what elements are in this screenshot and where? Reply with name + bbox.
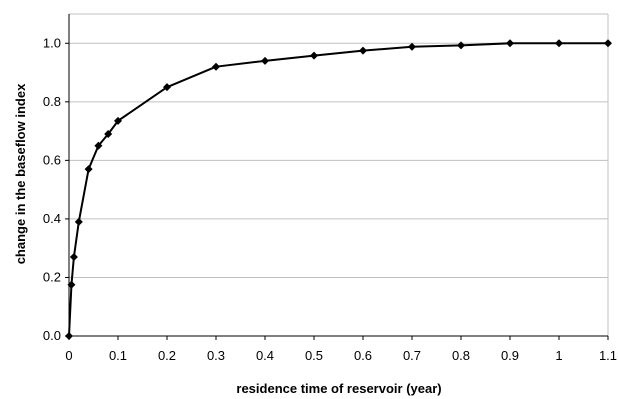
x-tick-label: 0.8 [452, 348, 470, 363]
y-tick-label: 0.2 [43, 269, 61, 284]
y-tick-label: 0.8 [43, 94, 61, 109]
gridlines [69, 13, 609, 336]
y-tick-label: 0.0 [43, 328, 61, 343]
data-point-marker [69, 252, 78, 261]
x-tick-label: 0.5 [305, 348, 323, 363]
data-point-marker [212, 62, 220, 71]
x-axis-title: residence time of reservoir (year) [236, 381, 441, 396]
x-tick-label: 0.1 [109, 348, 127, 363]
data-point-marker [457, 41, 465, 50]
x-tick-label: 0.4 [256, 348, 274, 363]
data-point-marker [114, 116, 122, 125]
data-point-marker [408, 42, 416, 51]
series [65, 39, 612, 340]
data-point-marker [74, 217, 83, 226]
x-tick-label: 1.1 [599, 348, 617, 363]
series-line [68, 42, 608, 337]
data-point-marker [359, 46, 367, 55]
y-tick-label: 1.0 [43, 35, 61, 50]
x-tick-label: 0.2 [158, 348, 176, 363]
data-point-marker [67, 280, 76, 289]
y-tick-label: 0.6 [43, 152, 61, 167]
data-point-marker [555, 39, 563, 48]
x-tick-label: 0 [65, 348, 72, 363]
data-point-marker [261, 56, 269, 65]
data-point-marker [310, 51, 318, 60]
data-point-marker [94, 141, 103, 150]
axes [65, 14, 609, 340]
data-point-marker [65, 332, 73, 340]
data-point-marker [104, 130, 113, 139]
y-tick-label: 0.4 [43, 211, 61, 226]
x-tick-label: 0.6 [354, 348, 372, 363]
x-tick-label: 1 [555, 348, 562, 363]
x-tick-label: 0.3 [207, 348, 225, 363]
x-tick-label: 0.9 [501, 348, 519, 363]
y-axis-title: change in the baseflow index [13, 83, 28, 264]
x-tick-label: 0.7 [403, 348, 421, 363]
data-point-marker [604, 39, 612, 48]
tick-labels: 0.0 0.2 0.4 0.6 0.8 1.0 0 0.1 0.2 0.3 0.4 0.5 0.6 0.7… [43, 35, 617, 363]
data-point-marker [163, 83, 171, 92]
data-point-marker [84, 165, 93, 174]
data-point-marker [506, 39, 514, 48]
